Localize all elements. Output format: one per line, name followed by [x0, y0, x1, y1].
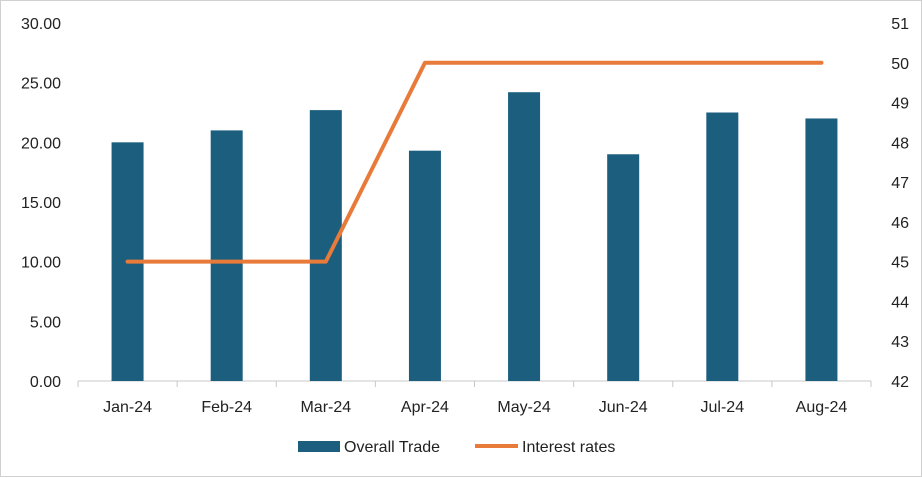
- left-y-tick-label: 5.00: [30, 314, 61, 331]
- bar-may-24: [508, 92, 540, 381]
- x-tick-label-jan-24: Jan-24: [103, 399, 152, 416]
- right-y-tick-label: 46: [891, 215, 909, 232]
- left-y-tick-label: 30.00: [21, 16, 61, 33]
- right-y-tick-label: 48: [891, 135, 909, 152]
- right-y-tick-label: 44: [891, 294, 909, 311]
- legend: Overall Trade Interest rates: [298, 439, 615, 456]
- right-y-tick-label: 49: [891, 96, 909, 113]
- left-y-tick-label: 10.00: [21, 255, 61, 272]
- left-y-tick-label: 25.00: [21, 76, 61, 93]
- x-axis-tick-marks: [78, 381, 871, 387]
- right-y-tick-label: 47: [891, 175, 909, 192]
- legend-label-overall-trade: Overall Trade: [344, 439, 440, 456]
- bar-jun-24: [607, 154, 639, 381]
- x-tick-label-feb-24: Feb-24: [201, 399, 252, 416]
- x-tick-label-apr-24: Apr-24: [401, 399, 449, 416]
- x-axis-labels: Jan-24 Feb-24 Mar-24 Apr-24 May-24 Jun-24 Jul-…: [103, 399, 847, 416]
- left-y-tick-label: 20.00: [21, 135, 61, 152]
- left-y-axis-labels: 0.00 5.00 10.00 15.00 20.00 25.00 30.00: [21, 16, 61, 391]
- bar-aug-24: [805, 118, 837, 381]
- x-tick-label-may-24: May-24: [497, 399, 550, 416]
- x-tick-label-jun-24: Jun-24: [599, 399, 648, 416]
- bar-jul-24: [706, 113, 738, 382]
- bar-apr-24: [409, 151, 441, 381]
- overall-trade-bars: [112, 92, 838, 381]
- legend-label-interest-rates: Interest rates: [522, 439, 615, 456]
- right-y-axis-labels: 42 43 44 45 46 47 48 49 50 51: [891, 16, 909, 391]
- bar-mar-24: [310, 110, 342, 381]
- x-tick-label-jul-24: Jul-24: [701, 399, 745, 416]
- left-y-tick-label: 15.00: [21, 195, 61, 212]
- right-y-tick-label: 43: [891, 334, 909, 351]
- legend-swatch-overall-trade: [298, 441, 340, 452]
- bar-feb-24: [211, 130, 243, 381]
- x-tick-label-mar-24: Mar-24: [300, 399, 351, 416]
- right-y-tick-label: 51: [891, 16, 909, 33]
- right-y-tick-label: 45: [891, 255, 909, 272]
- x-tick-label-aug-24: Aug-24: [796, 399, 848, 416]
- right-y-tick-label: 50: [891, 56, 909, 73]
- left-y-tick-label: 0.00: [30, 374, 61, 391]
- right-y-tick-label: 42: [891, 374, 909, 391]
